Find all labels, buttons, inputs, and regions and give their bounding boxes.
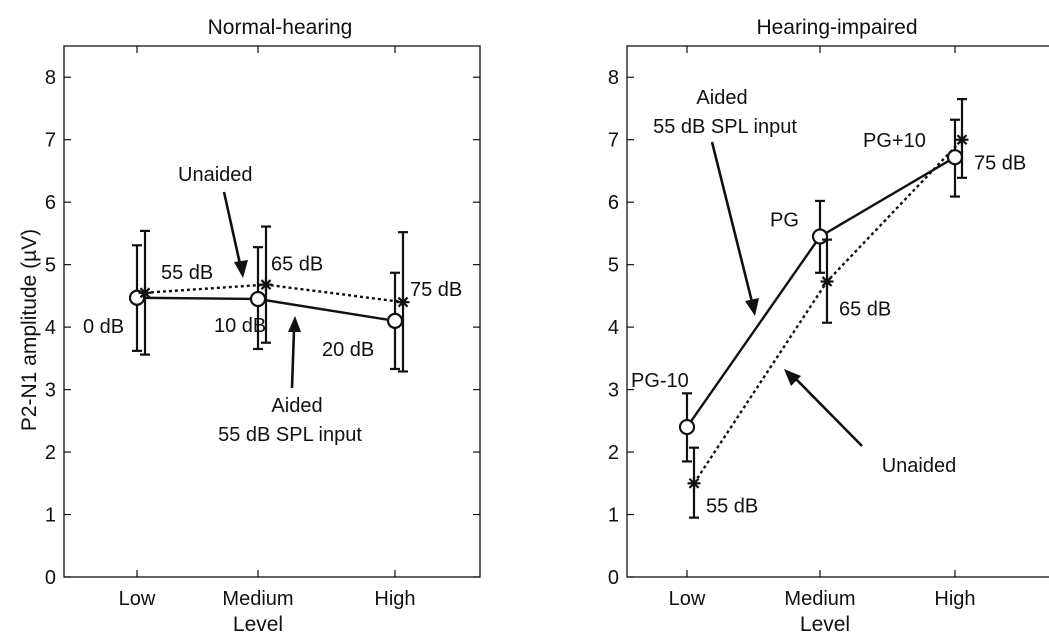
data-point-label: 10 dB xyxy=(214,315,266,337)
chart-marks: PG-10 PG PG+10 55 dB 65 dB 75 dB xyxy=(631,97,1026,519)
y-tick-label: 5 xyxy=(45,255,56,277)
x-axis-label: Level xyxy=(233,613,283,636)
y-tick-label: 3 xyxy=(608,380,619,402)
data-point-star xyxy=(259,278,273,292)
data-point-circle xyxy=(678,418,696,436)
data-point-label: PG+10 xyxy=(863,130,926,152)
y-tick-label: 4 xyxy=(45,317,56,339)
data-point-label: 75 dB xyxy=(974,153,1026,175)
y-tick-label: 7 xyxy=(45,130,56,152)
series-line-unaided xyxy=(144,283,404,304)
data-point-circle xyxy=(386,312,404,329)
data-point-star xyxy=(138,286,152,300)
data-point-label: 65 dB xyxy=(271,254,323,276)
unaided-annotation: Unaided xyxy=(178,164,253,186)
y-tick-label: 6 xyxy=(45,192,56,214)
data-point-label: PG xyxy=(770,210,799,232)
chart-marks: 0 dB 10 dB 20 dB 55 dB 65 dB 75 dB xyxy=(83,225,462,373)
y-axis-label: P2-N1 amplitude (µV) xyxy=(18,229,41,431)
aided-arrow xyxy=(288,316,301,389)
unaided-arrow xyxy=(222,191,248,278)
x-ticks: Low Medium High xyxy=(119,46,416,610)
panel-title: Normal-hearing xyxy=(208,16,353,39)
y-tick-label: 0 xyxy=(45,567,56,589)
x-tick-label: Medium xyxy=(784,588,855,610)
data-point-star xyxy=(820,275,834,289)
y-tick-label: 1 xyxy=(45,505,56,527)
y-tick-label: 8 xyxy=(45,67,56,89)
data-point-label: 20 dB xyxy=(322,339,374,361)
data-point-label: PG-10 xyxy=(631,370,689,392)
y-tick-label: 3 xyxy=(45,380,56,402)
data-point-star xyxy=(396,295,410,309)
y-ticks: 0 1 2 3 4 5 6 7 8 xyxy=(608,67,634,589)
y-tick-label: 4 xyxy=(608,317,619,339)
aided-annotation-line1: Aided xyxy=(271,395,322,417)
x-tick-label: Medium xyxy=(222,588,293,610)
x-tick-label: Low xyxy=(119,588,156,610)
x-tick-label: Low xyxy=(669,588,706,610)
aided-arrow xyxy=(710,141,759,316)
data-point-label: 75 dB xyxy=(410,279,462,301)
y-tick-label: 8 xyxy=(608,67,619,89)
y-tick-label: 2 xyxy=(45,442,56,464)
data-point-label: 55 dB xyxy=(161,262,213,284)
y-ticks: 0 1 2 3 4 5 6 7 8 xyxy=(45,67,480,589)
aided-annotation-line2: 55 dB SPL input xyxy=(653,116,797,138)
data-point-circle xyxy=(249,290,267,308)
aided-annotation-line1: Aided xyxy=(696,87,747,109)
data-point-star xyxy=(955,133,969,147)
plot-area-frame xyxy=(63,45,481,578)
x-ticks: Low Medium High xyxy=(669,46,976,610)
y-tick-label: 1 xyxy=(608,505,619,527)
aided-annotation-line2: 55 dB SPL input xyxy=(218,424,362,446)
unaided-arrow xyxy=(784,369,863,447)
data-point-label: 0 dB xyxy=(83,316,124,338)
x-tick-label: High xyxy=(374,588,415,610)
unaided-annotation: Unaided xyxy=(882,455,957,477)
y-tick-label: 6 xyxy=(608,192,619,214)
x-axis-label: Level xyxy=(800,613,850,636)
hearing-impaired-panel: Hearing-impaired Level 0 1 2 3 4 5 6 7 8 Low Medi… xyxy=(608,16,1049,636)
data-point-label: 65 dB xyxy=(839,299,891,321)
y-tick-label: 2 xyxy=(608,442,619,464)
plot-area-frame xyxy=(626,45,1049,578)
normal-hearing-panel: Normal-hearing P2-N1 amplitude (µV) Leve… xyxy=(18,16,481,636)
data-point-label: 55 dB xyxy=(706,495,758,517)
data-point-circle xyxy=(811,228,829,245)
y-tick-label: 5 xyxy=(608,255,619,277)
y-tick-label: 7 xyxy=(608,130,619,152)
y-tick-label: 0 xyxy=(608,567,619,589)
x-tick-label: High xyxy=(934,588,975,610)
panel-title: Hearing-impaired xyxy=(756,16,917,39)
data-point-star xyxy=(687,476,701,490)
